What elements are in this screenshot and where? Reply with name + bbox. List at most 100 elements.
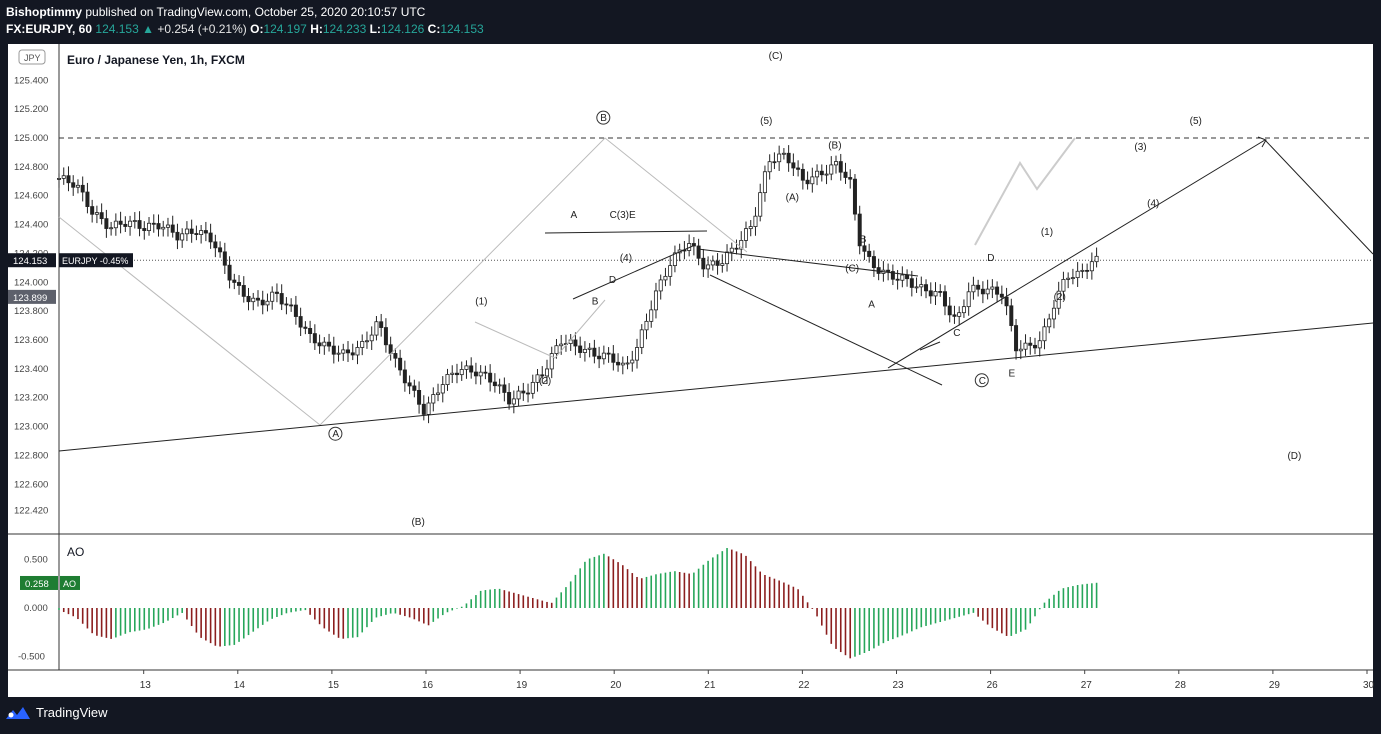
candle-body [857,213,862,247]
wave-label: (D) [1287,451,1301,462]
candle-body [260,299,265,306]
candle-body [312,333,317,344]
candle-body [99,212,104,220]
candle-body [450,372,455,375]
candle-body [1037,340,1042,349]
candle-body [369,334,374,342]
author-name[interactable]: Bishoptimmy [6,5,83,19]
candle-body [331,345,336,355]
wave-label-circle [328,426,343,441]
price-tick-label: 124.600 [14,191,48,202]
candle-body [473,371,478,377]
wave-label-circle [596,110,611,125]
candle-body [545,368,550,377]
candle-body [663,275,668,281]
candle-body [635,347,640,361]
candle-body [246,295,251,303]
time-tick-label: 19 [516,680,528,691]
candle-body [824,173,829,176]
candle-body [94,212,99,215]
candle-body [838,161,843,173]
candle-body [852,178,857,215]
wave-label: B [600,113,607,124]
chart-panel [8,44,1373,697]
ao-series-label: AO [63,579,76,589]
last-price-label: 124.153 [13,256,47,267]
candle-body [274,291,279,294]
wave-line [709,274,943,386]
price-change: +0.254 (+0.21%) [157,22,247,36]
candle-body [625,362,630,365]
candle-body [706,264,711,270]
candle-body [971,284,976,293]
candle-body [668,265,673,277]
arrow-head-icon [1257,136,1267,148]
price-tick-label: 122.800 [14,450,48,461]
candle-body [810,176,815,185]
candle-body [109,227,114,230]
candle-body [1080,269,1085,272]
candle-body [393,353,398,359]
ao-value-badge [20,575,58,590]
symbol-tag: EURJPY -0.45% [62,256,128,266]
currency-label: JPY [24,53,41,63]
wave-label: (3) [1134,142,1146,153]
candle-body [819,170,824,176]
candle-body [1085,269,1090,272]
candle-body [298,316,303,328]
close-label: C: [427,22,441,36]
candle-body [1009,305,1014,326]
candle-body [265,300,270,306]
price-tick-label: 122.600 [14,479,48,490]
symbol-label[interactable]: FX:EURJPY, 60 [6,22,93,36]
candle-body [251,297,256,303]
candle-body [222,251,227,266]
candle-body [658,279,663,292]
time-tick-label: 28 [1175,680,1187,691]
candle-body [753,215,758,227]
wave-label: (C) [769,51,783,62]
candle-body [653,290,658,311]
wave-label: B [592,296,599,307]
wave-label: C(3)E [610,210,636,221]
candle-body [213,241,218,249]
candle-body [66,175,71,184]
candle-body [113,220,118,229]
candle-body [502,384,507,393]
candle-body [521,390,526,394]
time-tick-label: 29 [1269,680,1281,691]
candle-body [459,369,464,376]
candle-body [478,371,483,377]
candle-body [900,274,905,281]
wave-line [58,137,748,426]
tradingview-logo-icon [6,706,30,719]
candle-body [862,245,867,252]
candle-body [364,340,369,343]
candle-body [895,278,900,281]
wave-label: C [953,328,960,339]
candle-body [308,327,313,335]
candle-body [905,274,910,280]
candle-body [729,247,734,253]
candle-body [966,291,971,308]
wave-line [544,230,708,234]
candle-body [341,349,346,354]
candle-body [360,340,365,348]
candle-body [516,390,521,400]
candle-body [762,171,767,194]
ao-tick-label: 0.000 [24,603,48,614]
wave-label: (C) [845,263,859,274]
footer-brand[interactable]: TradingView [6,705,108,720]
candle-body [123,223,128,227]
ao-tick-label: 0.500 [24,555,48,566]
last-price: 124.153 [95,22,139,36]
candle-body [805,179,810,185]
candle-body [104,218,109,229]
wave-label: (A) [786,193,799,204]
open-value: 124.197 [263,22,307,36]
candle-body [379,321,384,328]
candle-body [739,240,744,250]
time-tick-label: 16 [422,680,434,691]
candle-body [924,284,929,292]
